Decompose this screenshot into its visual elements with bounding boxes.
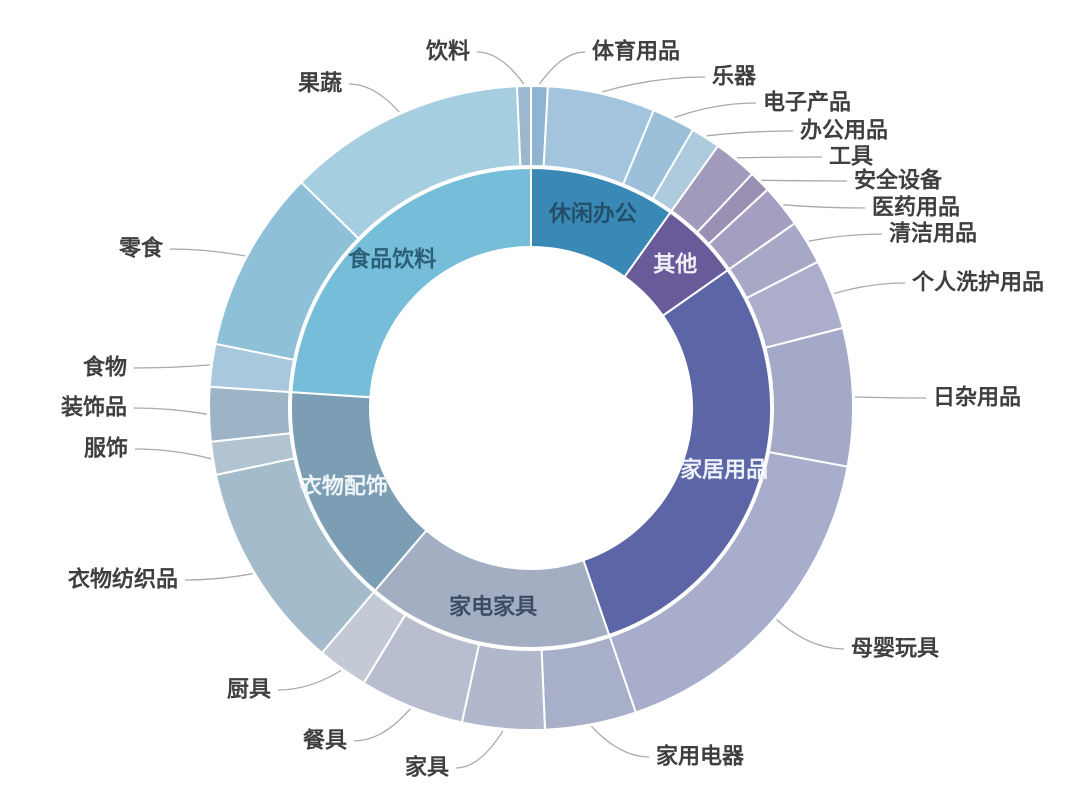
outer-label-7: 清洁用品 bbox=[889, 221, 977, 247]
callout-line-7 bbox=[808, 233, 883, 242]
callout-line-14 bbox=[277, 669, 342, 691]
outer-segment-9[interactable] bbox=[764, 326, 854, 468]
outer-label-8: 个人洗护用品 bbox=[912, 271, 1044, 296]
callout-line-21 bbox=[476, 51, 525, 85]
callout-line-18 bbox=[133, 364, 210, 369]
callout-line-17 bbox=[133, 407, 208, 415]
callout-line-11 bbox=[590, 725, 650, 758]
outer-label-3: 办公用品 bbox=[800, 119, 888, 144]
outer-label-11: 家用电器 bbox=[656, 744, 745, 770]
outer-label-14: 厨具 bbox=[227, 678, 271, 703]
callout-line-1 bbox=[602, 76, 706, 93]
outer-label-5: 安全设备 bbox=[854, 168, 943, 194]
outer-label-16: 服饰 bbox=[84, 436, 128, 462]
callout-line-3 bbox=[706, 130, 794, 137]
callout-line-4 bbox=[736, 156, 823, 159]
outer-label-0: 体育用品 bbox=[592, 39, 680, 65]
outer-label-20: 果蔬 bbox=[298, 72, 342, 97]
callout-line-0 bbox=[538, 51, 586, 85]
outer-label-6: 医药用品 bbox=[872, 196, 960, 221]
callout-line-9 bbox=[854, 396, 927, 399]
outer-label-18: 食物 bbox=[83, 355, 127, 381]
callout-line-16 bbox=[134, 448, 212, 460]
inner-label-0: 休闲办公 bbox=[548, 202, 637, 227]
callout-line-5 bbox=[761, 179, 848, 182]
outer-label-4: 工具 bbox=[829, 145, 873, 170]
outer-label-19: 零食 bbox=[118, 236, 164, 262]
inner-label-3: 家电家具 bbox=[449, 594, 537, 620]
outer-label-10: 母婴玩具 bbox=[851, 637, 939, 662]
outer-segment-17[interactable] bbox=[208, 385, 292, 443]
callout-line-13 bbox=[353, 708, 411, 742]
inner-label-4: 衣物配饰 bbox=[300, 473, 388, 499]
callout-line-19 bbox=[169, 248, 246, 257]
outer-label-2: 电子产品 bbox=[763, 91, 851, 116]
outer-label-13: 餐具 bbox=[303, 729, 347, 754]
callout-line-10 bbox=[776, 619, 845, 650]
inner-label-5: 食品饮料 bbox=[348, 246, 436, 272]
outer-segment-21[interactable] bbox=[516, 84, 532, 168]
callout-line-8 bbox=[833, 282, 906, 295]
inner-segment-2[interactable] bbox=[582, 269, 772, 636]
outer-label-15: 衣物纺织品 bbox=[68, 567, 178, 593]
inner-segment-5[interactable] bbox=[290, 167, 532, 399]
callout-line-2 bbox=[674, 102, 757, 119]
callout-line-20 bbox=[348, 83, 400, 113]
inner-label-1: 其他 bbox=[653, 253, 697, 278]
outer-label-21: 饮料 bbox=[425, 40, 470, 65]
outer-label-12: 家具 bbox=[405, 755, 449, 781]
outer-label-17: 装饰品 bbox=[61, 395, 127, 421]
outer-label-9: 日杂用品 bbox=[933, 386, 1021, 411]
outer-label-1: 乐器 bbox=[712, 65, 757, 90]
callout-line-6 bbox=[783, 204, 866, 209]
inner-label-2: 家居用品 bbox=[680, 457, 768, 483]
callout-line-15 bbox=[184, 573, 253, 581]
callout-line-12 bbox=[455, 730, 504, 769]
